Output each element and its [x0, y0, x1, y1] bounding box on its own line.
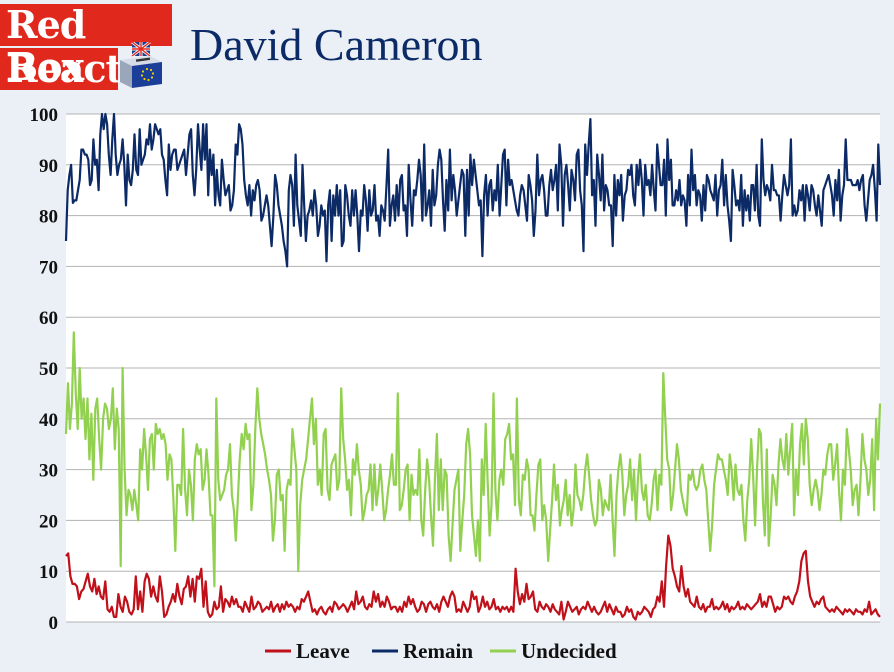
logo-band-top	[0, 4, 172, 46]
y-tick-label: 40	[39, 410, 58, 431]
y-tick-label: 90	[39, 156, 58, 177]
ballot-box-icon	[120, 42, 162, 88]
y-tick-label: 30	[39, 461, 58, 482]
series-line-undecided	[64, 331, 882, 588]
y-tick-label: 50	[39, 359, 58, 380]
red-box-react-logo: Red Box React	[0, 0, 172, 96]
legend-label-undecided: Undecided	[521, 639, 617, 663]
legend-label-remain: Remain	[403, 639, 473, 663]
legend-label-leave: Leave	[296, 639, 350, 663]
logo-line-2: React	[6, 46, 123, 91]
series-line-leave	[65, 534, 881, 621]
y-tick-label: 80	[39, 207, 58, 228]
y-tick-label: 100	[30, 105, 59, 126]
series-lines	[64, 112, 882, 621]
y-tick-label: 70	[39, 257, 58, 278]
line-chart: 0 10 20 30 40 50 60 70 80 90 100 Leave Remain Undeci…	[30, 105, 882, 663]
page-title: David Cameron	[190, 19, 483, 70]
logo-band-bottom	[0, 48, 118, 90]
y-tick-label: 0	[49, 613, 59, 634]
logo-line-1: Red Box	[6, 2, 86, 89]
y-tick-label: 20	[39, 511, 58, 532]
series-line-remain	[64, 112, 882, 268]
y-tick-label: 60	[39, 308, 58, 329]
y-tick-label: 10	[39, 562, 58, 583]
y-axis-ticks: 0 10 20 30 40 50 60 70 80 90 100	[30, 105, 59, 634]
legend: Leave Remain Undecided	[265, 639, 617, 663]
